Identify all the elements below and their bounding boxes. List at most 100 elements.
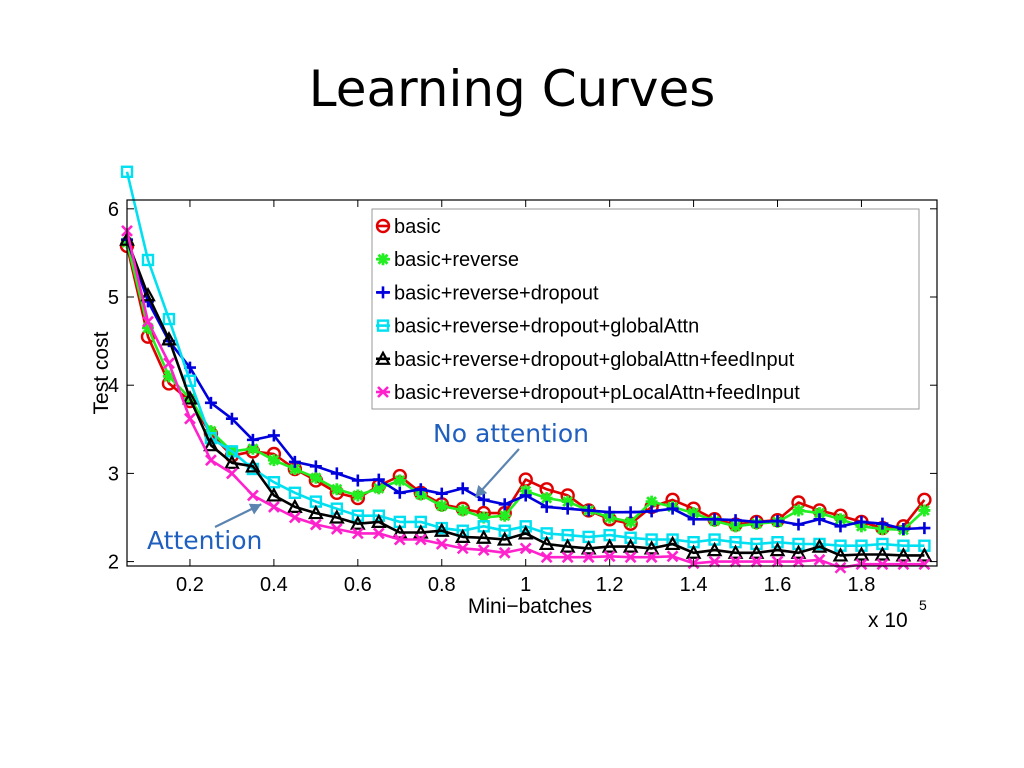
legend-marker xyxy=(376,319,390,332)
legend-item: basic+reverse+dropout+globalAttn+feedInp… xyxy=(375,349,795,371)
legend-marker xyxy=(377,286,389,299)
slide-title: Learning Curves xyxy=(308,60,716,118)
data-point xyxy=(538,535,555,551)
annotation-arrow-no-attention xyxy=(474,448,520,498)
y-tick-label: 2 xyxy=(108,552,119,574)
data-point xyxy=(370,513,387,529)
data-point xyxy=(540,551,553,564)
data-point xyxy=(729,555,742,568)
series-basic-reverse-dropout xyxy=(121,233,931,535)
y-tick-label: 6 xyxy=(108,199,119,221)
data-point xyxy=(414,533,427,546)
data-point xyxy=(643,540,660,555)
data-point xyxy=(266,487,282,502)
data-point xyxy=(435,538,448,550)
data-point xyxy=(288,486,302,499)
data-point xyxy=(267,454,280,467)
data-point xyxy=(372,482,385,495)
data-point xyxy=(477,493,490,506)
data-point xyxy=(246,489,259,502)
legend-label: basic+reverse+dropout+globalAttn xyxy=(394,316,699,338)
data-point xyxy=(624,515,637,528)
data-point xyxy=(918,504,931,517)
data-point xyxy=(163,357,175,370)
data-point xyxy=(727,544,744,559)
data-point xyxy=(205,454,217,467)
data-point xyxy=(308,504,324,520)
y-tick-label: 5 xyxy=(108,287,119,309)
data-point xyxy=(834,520,847,533)
data-point xyxy=(224,454,240,469)
legend-label: basic xyxy=(394,216,441,238)
data-point xyxy=(309,460,322,473)
data-point xyxy=(582,504,595,517)
data-point xyxy=(309,471,322,484)
data-point xyxy=(246,433,259,446)
legend-label: basic+reverse+dropout xyxy=(394,282,599,304)
data-point xyxy=(414,483,427,496)
data-point xyxy=(750,515,763,528)
data-point xyxy=(267,429,280,442)
x-tick-label: 0.6 xyxy=(344,574,372,596)
legend-marker xyxy=(377,386,389,398)
data-point xyxy=(666,550,679,563)
data-point xyxy=(161,331,177,346)
legend-label: basic+reverse+dropout+globalAttn+feedInp… xyxy=(394,349,795,371)
data-point xyxy=(433,522,450,537)
x-axis-label: Mini−batches xyxy=(468,595,592,618)
data-point xyxy=(498,509,511,522)
data-point xyxy=(142,315,154,328)
data-point xyxy=(519,520,532,533)
x-tick-label: 1.8 xyxy=(848,574,876,596)
data-point xyxy=(750,555,763,568)
data-point xyxy=(372,473,385,486)
data-point xyxy=(706,541,723,557)
data-point xyxy=(351,527,364,540)
data-point xyxy=(601,538,618,553)
data-point xyxy=(855,515,868,528)
x-tick-label: 1 xyxy=(520,574,531,596)
data-point xyxy=(834,561,847,574)
data-point xyxy=(666,502,679,515)
data-point xyxy=(708,513,721,526)
data-point xyxy=(580,540,597,555)
data-point xyxy=(477,511,490,524)
data-point xyxy=(454,528,471,543)
data-point xyxy=(790,544,807,559)
data-point xyxy=(288,455,301,468)
data-point xyxy=(687,513,700,526)
legend-item: basic xyxy=(375,216,441,238)
data-point xyxy=(729,520,742,533)
data-point xyxy=(245,458,261,473)
data-point xyxy=(391,524,408,539)
data-point xyxy=(771,515,784,528)
data-point xyxy=(498,498,511,511)
data-point xyxy=(349,515,366,530)
y-tick-label: 3 xyxy=(108,463,119,485)
data-point xyxy=(226,467,238,480)
data-point xyxy=(475,529,492,544)
data-point xyxy=(729,514,742,527)
data-point xyxy=(813,513,826,526)
data-point xyxy=(876,558,889,571)
data-point xyxy=(897,558,910,571)
data-point xyxy=(916,547,933,562)
annotation-no-attention: No attention xyxy=(433,419,589,448)
legend-marker xyxy=(375,218,391,234)
plot-frame xyxy=(126,199,938,567)
data-point xyxy=(412,524,429,539)
data-point xyxy=(203,436,219,452)
y-axis-label: Test cost xyxy=(90,331,113,414)
data-point xyxy=(792,518,805,531)
data-point xyxy=(393,474,406,487)
annotation-attention: Attention xyxy=(147,526,262,555)
data-point xyxy=(351,509,365,522)
data-point xyxy=(771,535,784,549)
data-point xyxy=(435,487,448,500)
data-point xyxy=(435,500,448,513)
data-point xyxy=(834,513,847,526)
data-point xyxy=(519,542,532,555)
data-point xyxy=(141,253,155,267)
series-line-basic-reverse-dropout-globalattn-feedinput xyxy=(125,239,925,557)
